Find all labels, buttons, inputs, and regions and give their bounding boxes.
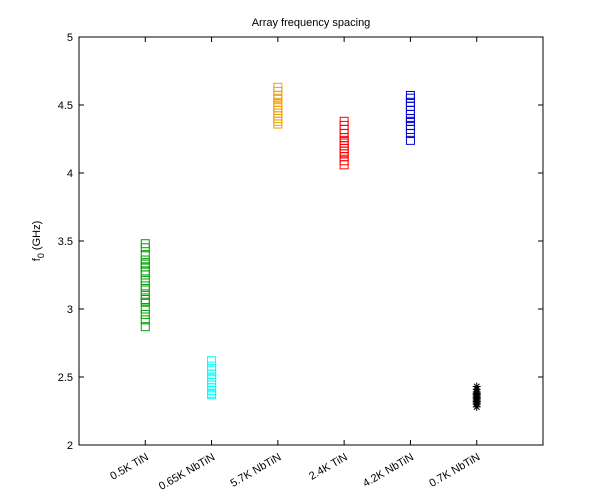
y-label-base: f <box>31 257 43 261</box>
point <box>140 243 150 253</box>
y-tick-label: 3.5 <box>58 236 73 248</box>
x-tick-label: 4.2K NbTiN <box>361 451 416 490</box>
x-tick-label: 2.4K TiN <box>307 451 350 483</box>
point <box>405 129 415 139</box>
point <box>207 356 217 366</box>
y-tick-label: 2.5 <box>58 372 73 384</box>
point <box>207 390 217 400</box>
point <box>140 315 150 325</box>
y-tick-label: 5 <box>67 32 73 44</box>
point <box>140 285 150 295</box>
y-axis-label: f0 (GHz) <box>31 221 46 261</box>
x-tick-label: 5.7K NbTiN <box>228 451 283 490</box>
plot-area <box>78 36 544 446</box>
point <box>140 322 150 332</box>
y-label-rest: (GHz) <box>31 221 43 253</box>
y-tick-label: 2 <box>67 440 73 452</box>
y-tick-label: 4 <box>67 168 73 180</box>
point <box>405 135 415 145</box>
y-tick-label: 4.5 <box>58 100 73 112</box>
x-tick-label: 0.65K NbTiN <box>157 451 217 493</box>
x-tick-label: 0.7K NbTiN <box>427 451 482 490</box>
point <box>140 275 150 285</box>
y-tick-label: 3 <box>67 304 73 316</box>
point <box>140 304 150 314</box>
point <box>140 297 150 307</box>
point <box>339 160 349 170</box>
x-tick-label: 0.5K TiN <box>108 451 151 483</box>
point <box>140 309 150 319</box>
chart-title: Array frequency spacing <box>252 17 371 29</box>
point <box>273 119 283 129</box>
y-label-sub: 0 <box>36 253 46 258</box>
point <box>140 250 150 260</box>
point <box>140 270 150 280</box>
point <box>472 402 481 411</box>
